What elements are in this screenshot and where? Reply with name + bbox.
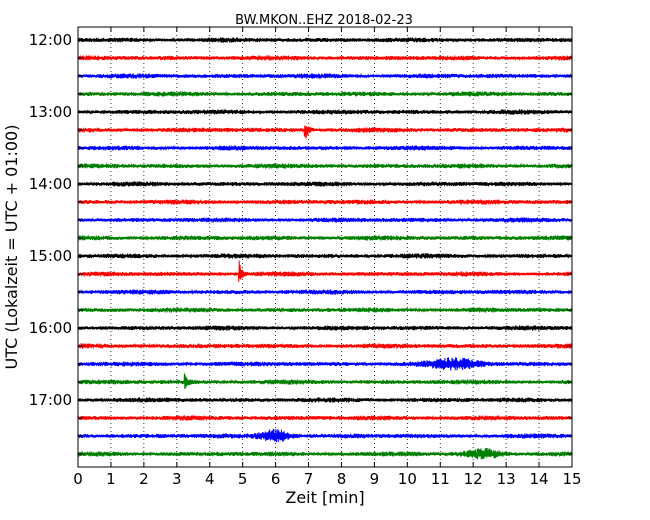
trace-1615 xyxy=(77,342,573,349)
x-tick-label: 1 xyxy=(106,470,116,488)
x-tick-label: 4 xyxy=(205,470,215,488)
trace-1400 xyxy=(77,181,573,187)
trace-1515 xyxy=(77,260,573,282)
y-tick-label: 17:00 xyxy=(29,391,72,409)
trace-1745 xyxy=(77,447,573,460)
x-tick-label: 8 xyxy=(337,470,347,488)
x-tick-label: 7 xyxy=(304,470,314,488)
trace-1600 xyxy=(77,325,573,331)
x-tick-label: 11 xyxy=(431,470,450,488)
trace-1430 xyxy=(77,217,573,223)
x-tick-label: 9 xyxy=(370,470,380,488)
x-tick-label: 2 xyxy=(139,470,149,488)
y-tick-label: 13:00 xyxy=(29,103,72,121)
traces xyxy=(77,37,573,460)
x-tick-label: 15 xyxy=(562,470,581,488)
trace-1230 xyxy=(77,72,573,79)
x-axis-label: Zeit [min] xyxy=(285,488,364,507)
trace-1330 xyxy=(77,145,573,151)
trace-1245 xyxy=(77,91,573,97)
x-tick-label: 14 xyxy=(530,470,549,488)
x-tick-label: 5 xyxy=(238,470,248,488)
x-tick-label: 13 xyxy=(497,470,516,488)
x-tick-label: 10 xyxy=(398,470,417,488)
plot-frame xyxy=(77,26,573,468)
trace-1630 xyxy=(77,357,573,371)
x-tick-label: 12 xyxy=(464,470,483,488)
grid-lines xyxy=(110,27,540,467)
y-axis-label: UTC (Lokalzeit = UTC + 01:00) xyxy=(2,125,21,370)
trace-1700 xyxy=(77,397,573,403)
y-tick-label: 12:00 xyxy=(29,31,72,49)
trace-1345 xyxy=(77,163,573,169)
trace-1200 xyxy=(77,37,573,43)
trace-1415 xyxy=(77,199,573,205)
trace-1530 xyxy=(77,289,573,295)
x-tick-label: 3 xyxy=(172,470,182,488)
trace-1300 xyxy=(77,109,573,115)
chart-title: BW.MKON..EHZ 2018-02-23 xyxy=(235,13,413,28)
y-axis: 12:00 13:00 14:00 15:00 16:00 17:00 xyxy=(29,31,572,455)
trace-1315 xyxy=(77,125,573,139)
trace-1715 xyxy=(77,415,573,421)
y-tick-label: 15:00 xyxy=(29,247,72,265)
trace-1215 xyxy=(77,55,573,62)
x-axis: 0 1 2 3 4 5 6 7 8 9 10 11 12 13 14 15 xyxy=(73,27,582,488)
trace-1645 xyxy=(77,373,573,390)
y-tick-label: 16:00 xyxy=(29,319,72,337)
trace-1730 xyxy=(77,428,573,443)
x-tick-label: 6 xyxy=(271,470,281,488)
x-tick-label: 0 xyxy=(73,470,83,488)
trace-1500 xyxy=(77,253,573,259)
trace-1545 xyxy=(77,307,573,313)
y-tick-label: 14:00 xyxy=(29,175,72,193)
trace-1445 xyxy=(77,235,573,241)
